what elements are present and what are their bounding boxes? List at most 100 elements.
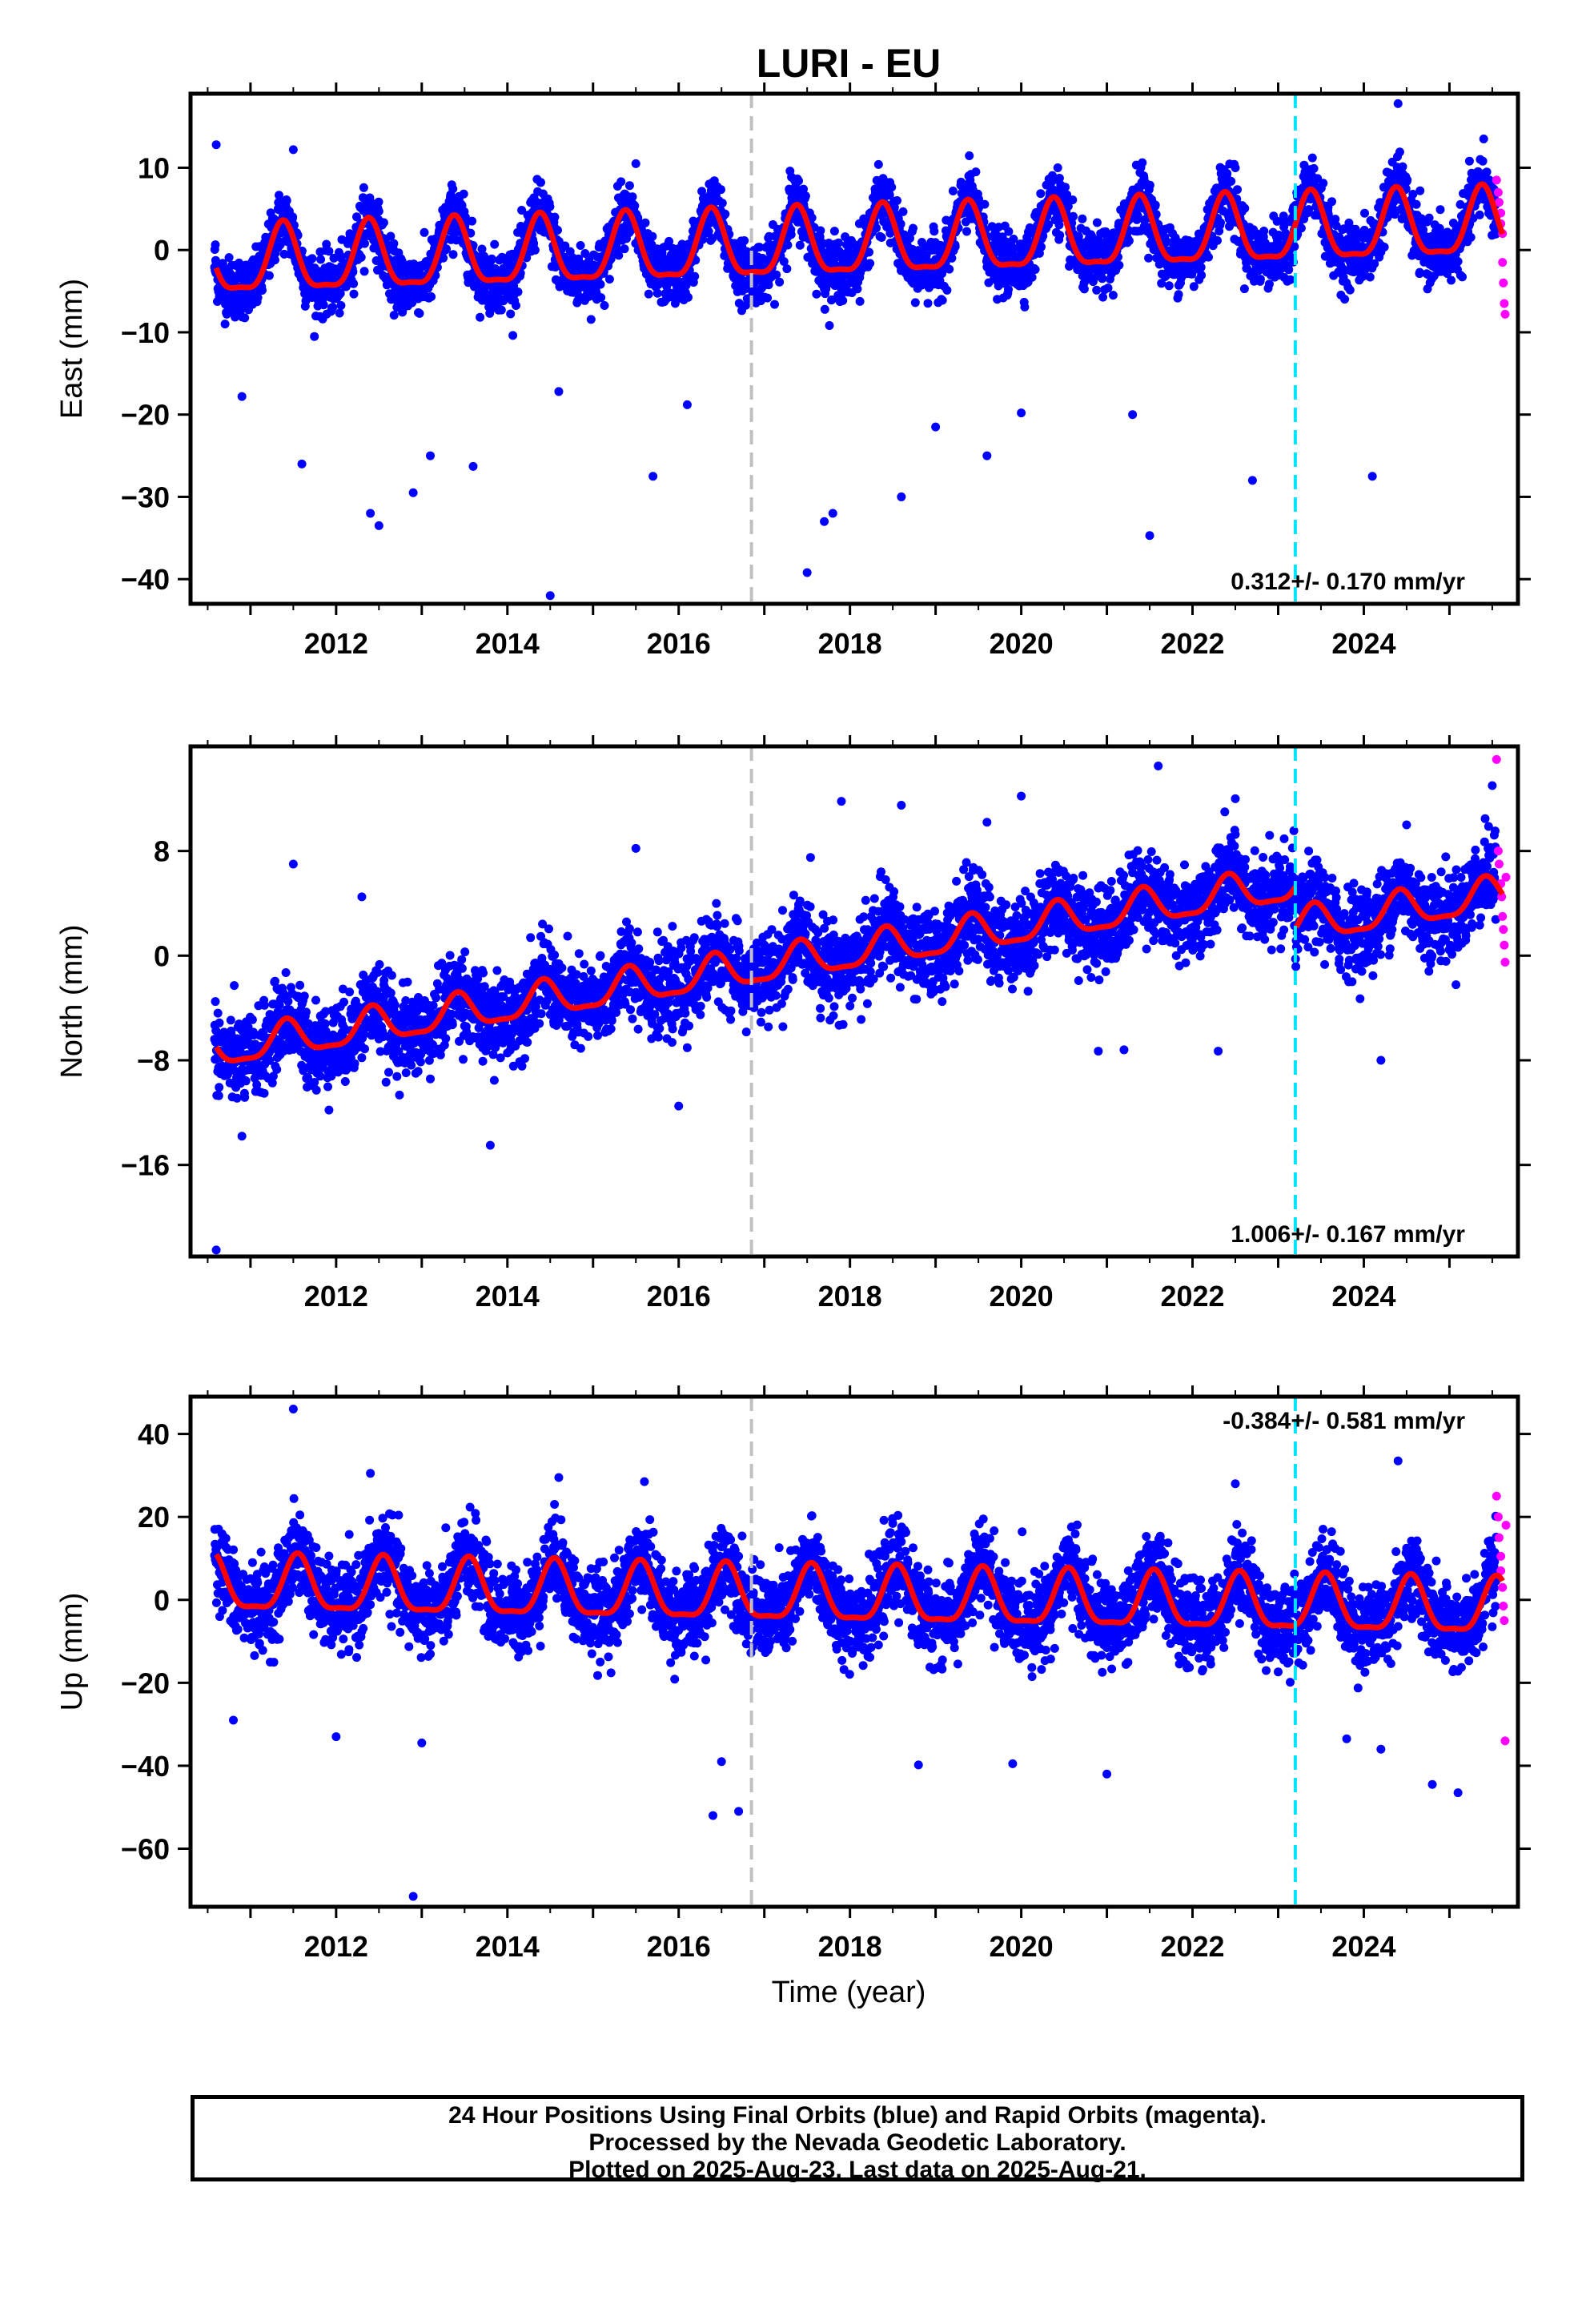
final-orbit-outlier xyxy=(1479,135,1488,144)
final-orbit-point xyxy=(295,980,305,990)
final-orbit-point xyxy=(415,308,424,318)
final-orbit-point xyxy=(1223,169,1232,179)
final-orbit-point xyxy=(213,1008,223,1018)
final-orbit-point xyxy=(506,309,516,319)
final-orbit-point xyxy=(352,212,361,222)
final-orbit-point xyxy=(1004,227,1014,236)
final-orbit-point xyxy=(1092,285,1102,295)
final-orbit-point xyxy=(1145,180,1154,190)
final-orbit-outlier xyxy=(648,472,658,481)
final-orbit-point xyxy=(513,287,523,296)
final-orbit-point xyxy=(873,159,883,169)
final-orbit-point xyxy=(887,183,897,192)
final-orbit-outlier xyxy=(897,492,906,501)
final-orbit-point xyxy=(560,241,570,251)
final-orbit-point xyxy=(1286,275,1295,284)
final-orbit-outlier xyxy=(1128,410,1138,420)
final-orbit-point xyxy=(652,288,662,298)
final-orbit-point xyxy=(1411,199,1421,209)
final-orbit-point xyxy=(322,239,331,249)
final-orbit-point xyxy=(490,239,500,249)
plot-area xyxy=(210,754,1511,1255)
final-orbit-point xyxy=(1196,263,1206,272)
final-orbit-point xyxy=(971,167,981,177)
final-orbit-point xyxy=(232,1093,242,1103)
final-orbit-point xyxy=(336,252,346,262)
final-orbit-outlier xyxy=(1307,153,1317,163)
rapid-orbit-point xyxy=(1493,187,1503,197)
final-orbit-outlier xyxy=(802,568,812,577)
final-orbit-point xyxy=(452,235,461,245)
final-orbit-point xyxy=(783,240,793,250)
final-orbit-point xyxy=(838,296,848,305)
final-orbit-point xyxy=(1239,284,1249,294)
final-orbit-point xyxy=(360,239,369,248)
final-orbit-point xyxy=(1435,205,1445,215)
final-orbit-point xyxy=(820,304,829,314)
rapid-orbit-point xyxy=(1499,278,1508,287)
final-orbit-point xyxy=(536,178,545,187)
final-orbit-point xyxy=(812,289,821,299)
x-tick-label: 2024 xyxy=(1331,627,1395,660)
plot-area xyxy=(210,99,1510,601)
final-orbit-point xyxy=(349,289,359,299)
final-orbit-point xyxy=(283,996,293,1006)
final-orbit-point xyxy=(442,244,451,254)
final-orbit-outlier xyxy=(426,451,436,460)
final-orbit-point xyxy=(690,271,700,281)
final-orbit-point xyxy=(1150,200,1160,210)
final-orbit-point xyxy=(829,227,839,236)
final-orbit-point xyxy=(382,280,391,290)
final-orbit-point xyxy=(379,218,388,227)
final-orbit-point xyxy=(448,250,458,259)
final-orbit-point xyxy=(1379,243,1389,251)
final-orbit-point xyxy=(1197,271,1207,280)
final-orbit-point xyxy=(1216,218,1225,227)
final-orbit-point xyxy=(512,301,520,310)
rapid-orbit-point xyxy=(1498,258,1508,267)
final-orbit-point xyxy=(348,267,358,276)
panel-1: 2012 2014 2016 2018 2020 2022 2024100−10−20−30… xyxy=(55,82,1531,660)
final-orbit-point xyxy=(794,176,803,186)
final-orbit-point xyxy=(365,193,375,203)
y-tick-label: −20 xyxy=(121,399,170,432)
rapid-orbit-point xyxy=(1500,299,1509,308)
final-orbit-point xyxy=(374,197,383,207)
final-orbit-point xyxy=(448,184,458,194)
final-orbit-point xyxy=(374,207,383,216)
final-orbit-point xyxy=(1068,195,1078,205)
final-orbit-point xyxy=(576,241,585,250)
final-orbit-point xyxy=(310,332,319,341)
final-orbit-point xyxy=(1447,275,1456,285)
final-orbit-point xyxy=(517,206,527,215)
final-orbit-point xyxy=(763,293,773,303)
final-orbit-point xyxy=(299,991,309,1001)
final-orbit-point xyxy=(1036,189,1046,199)
final-orbit-point xyxy=(553,225,562,235)
final-orbit-point xyxy=(1233,185,1242,195)
final-orbit-point xyxy=(1453,257,1463,266)
final-orbit-point xyxy=(1458,272,1467,282)
final-orbit-point xyxy=(640,218,650,227)
final-orbit-point xyxy=(1054,220,1064,230)
final-orbit-point xyxy=(893,196,901,205)
final-orbit-point xyxy=(468,216,477,226)
y-tick-label: −30 xyxy=(121,480,170,513)
rapid-orbit-point xyxy=(1492,175,1501,185)
final-orbit-point xyxy=(1092,218,1102,227)
final-orbit-point xyxy=(259,1000,269,1010)
final-orbit-outlier xyxy=(554,387,564,396)
final-orbit-point xyxy=(530,245,540,255)
final-orbit-point xyxy=(241,1076,251,1086)
final-orbit-point xyxy=(1124,236,1134,246)
final-orbit-point xyxy=(1098,292,1108,302)
final-orbit-point xyxy=(253,293,263,303)
velocity-rate-label: 0.312+/- 0.170 mm/yr xyxy=(1231,569,1465,595)
final-orbit-point xyxy=(545,202,555,211)
final-orbit-outlier xyxy=(545,591,555,601)
final-orbit-point xyxy=(1164,281,1174,291)
final-orbit-outlier xyxy=(468,461,478,471)
final-orbit-outlier xyxy=(1367,472,1377,481)
final-orbit-point xyxy=(596,293,606,303)
final-orbit-point xyxy=(359,183,368,192)
